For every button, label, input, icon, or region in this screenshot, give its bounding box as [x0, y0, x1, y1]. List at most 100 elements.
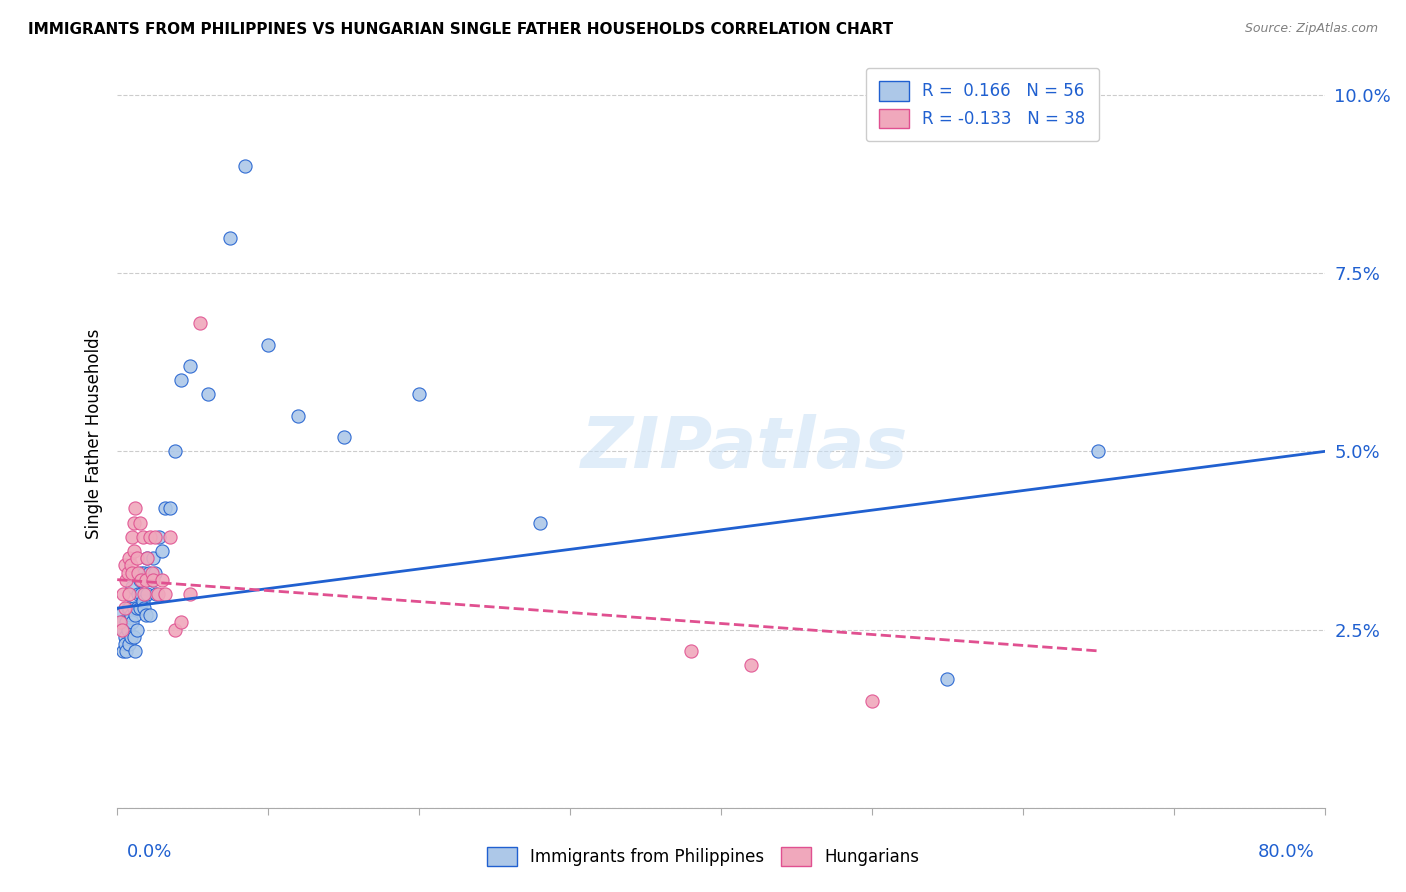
Point	[114, 601, 136, 615]
Point	[142, 573, 165, 587]
Point	[143, 566, 166, 580]
Point	[124, 501, 146, 516]
Point	[117, 623, 139, 637]
Point	[115, 644, 138, 658]
Point	[128, 516, 150, 530]
Point	[127, 566, 149, 580]
Point	[114, 637, 136, 651]
Point	[152, 573, 174, 587]
Point	[740, 658, 762, 673]
Point	[121, 615, 143, 630]
Point	[197, 387, 219, 401]
Point	[159, 501, 181, 516]
Point	[128, 601, 150, 615]
Text: IMMIGRANTS FROM PHILIPPINES VS HUNGARIAN SINGLE FATHER HOUSEHOLDS CORRELATION CH: IMMIGRANTS FROM PHILIPPINES VS HUNGARIAN…	[28, 22, 893, 37]
Point	[179, 359, 201, 373]
Point	[118, 601, 141, 615]
Point	[169, 615, 191, 630]
Point	[135, 608, 157, 623]
Point	[136, 551, 159, 566]
Point	[860, 694, 883, 708]
Point	[287, 409, 309, 423]
Point	[134, 566, 156, 580]
Point	[139, 530, 162, 544]
Legend: Immigrants from Philippines, Hungarians: Immigrants from Philippines, Hungarians	[474, 833, 932, 880]
Point	[143, 530, 166, 544]
Point	[108, 615, 131, 630]
Point	[142, 551, 165, 566]
Text: 80.0%: 80.0%	[1258, 843, 1315, 861]
Point	[124, 644, 146, 658]
Point	[112, 587, 135, 601]
Point	[146, 587, 169, 601]
Point	[257, 337, 280, 351]
Point	[136, 551, 159, 566]
Text: 0.0%: 0.0%	[127, 843, 172, 861]
Point	[141, 566, 163, 580]
Point	[121, 566, 143, 580]
Point	[131, 587, 153, 601]
Point	[148, 530, 170, 544]
Point	[936, 673, 959, 687]
Point	[131, 566, 153, 580]
Legend: R =  0.166   N = 56, R = -0.133   N = 38: R = 0.166 N = 56, R = -0.133 N = 38	[866, 68, 1099, 142]
Point	[112, 644, 135, 658]
Point	[114, 558, 136, 573]
Point	[108, 608, 131, 623]
Point	[118, 587, 141, 601]
Point	[235, 160, 257, 174]
Point	[131, 573, 153, 587]
Point	[122, 544, 145, 558]
Point	[163, 623, 186, 637]
Point	[132, 530, 155, 544]
Point	[679, 644, 702, 658]
Point	[118, 551, 141, 566]
Point	[122, 516, 145, 530]
Point	[114, 630, 136, 644]
Point	[163, 444, 186, 458]
Y-axis label: Single Father Households: Single Father Households	[86, 328, 103, 539]
Point	[1087, 444, 1109, 458]
Point	[120, 558, 142, 573]
Point	[179, 587, 201, 601]
Point	[332, 430, 354, 444]
Point	[125, 551, 148, 566]
Point	[188, 316, 211, 330]
Point	[408, 387, 430, 401]
Point	[122, 630, 145, 644]
Point	[111, 615, 134, 630]
Point	[145, 587, 167, 601]
Point	[112, 623, 135, 637]
Point	[132, 594, 155, 608]
Point	[127, 587, 149, 601]
Point	[111, 623, 134, 637]
Point	[134, 601, 156, 615]
Point	[117, 601, 139, 615]
Point	[115, 573, 138, 587]
Point	[529, 516, 551, 530]
Point	[115, 615, 138, 630]
Point	[152, 544, 174, 558]
Point	[159, 530, 181, 544]
Point	[124, 608, 146, 623]
Text: Source: ZipAtlas.com: Source: ZipAtlas.com	[1244, 22, 1378, 36]
Point	[121, 580, 143, 594]
Point	[117, 566, 139, 580]
Point	[120, 630, 142, 644]
Point	[125, 623, 148, 637]
Point	[219, 230, 242, 244]
Point	[121, 530, 143, 544]
Point	[118, 637, 141, 651]
Text: ZIPatlas: ZIPatlas	[581, 414, 908, 483]
Point	[138, 566, 160, 580]
Point	[125, 601, 148, 615]
Point	[122, 601, 145, 615]
Point	[169, 373, 191, 387]
Point	[136, 587, 159, 601]
Point	[139, 608, 162, 623]
Point	[134, 587, 156, 601]
Point	[120, 608, 142, 623]
Point	[135, 573, 157, 587]
Point	[155, 501, 177, 516]
Point	[141, 573, 163, 587]
